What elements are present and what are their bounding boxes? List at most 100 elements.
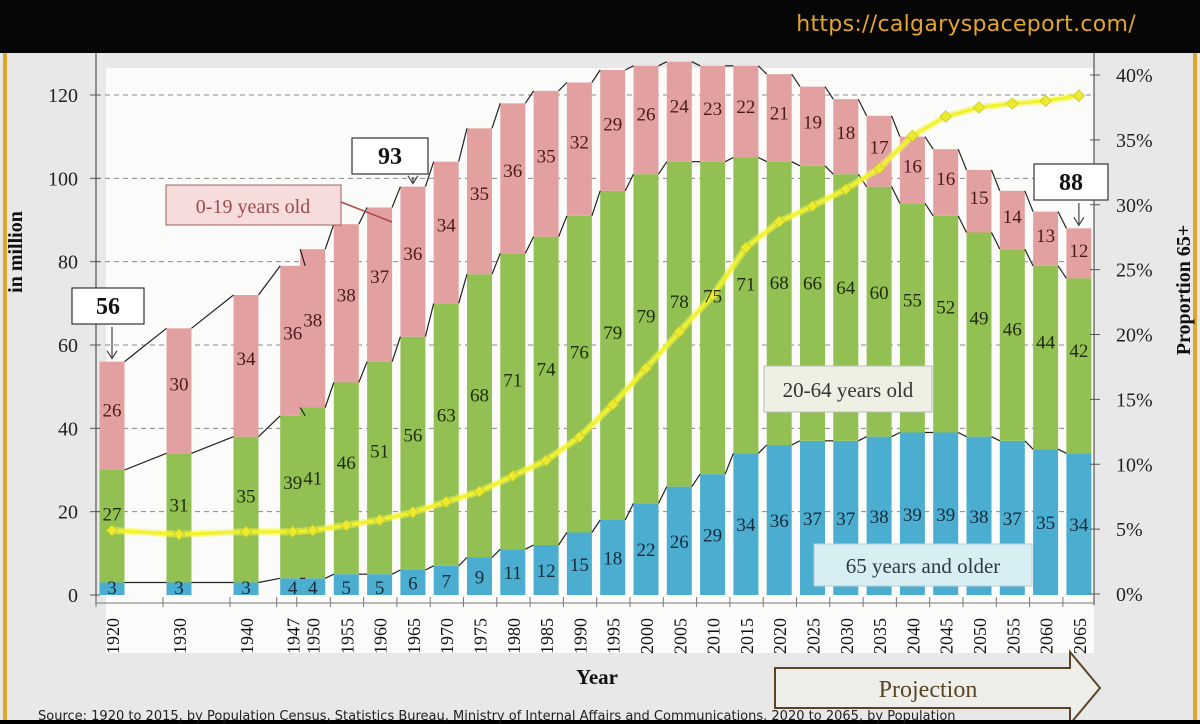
connector-line	[391, 186, 401, 208]
value-label: 49	[970, 308, 989, 329]
bar-20-64	[166, 453, 192, 583]
value-label: 52	[936, 297, 955, 318]
bar-65-plus	[433, 565, 459, 595]
bar-65-plus	[533, 545, 559, 595]
bar-0-19	[700, 65, 726, 162]
bar-20-64	[333, 382, 359, 575]
y2-tick-label: 15%	[1116, 389, 1153, 411]
value-label: 13	[1036, 226, 1055, 247]
connector-line	[990, 169, 1001, 192]
proportion-marker	[105, 524, 119, 537]
bar-65-plus	[1033, 449, 1059, 595]
value-label: 46	[1003, 319, 1022, 340]
x-tick-label: 1947	[284, 618, 304, 654]
connector-line	[391, 336, 401, 362]
connector-line	[258, 265, 281, 296]
bar-20-64	[1033, 265, 1059, 450]
value-label: 12	[537, 561, 556, 582]
value-label: 36	[403, 244, 422, 265]
connector-line	[924, 136, 934, 150]
connector-line	[624, 65, 634, 71]
bar-0-19	[633, 65, 659, 175]
bar-0-19	[1033, 211, 1059, 266]
value-label: 63	[437, 405, 456, 426]
connector-line	[1057, 211, 1067, 229]
connector-line	[424, 161, 435, 187]
proportion-marker	[739, 241, 753, 254]
connector-line	[491, 103, 501, 129]
proportion-marker	[906, 129, 919, 143]
connector-line	[891, 115, 901, 137]
legend-box-0-19	[165, 184, 342, 226]
bar-65-plus	[633, 503, 659, 595]
bar-0-19	[966, 170, 992, 233]
bar-0-19	[800, 86, 825, 166]
bar-20-64	[1066, 278, 1092, 454]
value-label: 38	[337, 285, 356, 306]
bar-0-19	[99, 361, 125, 470]
connector-line	[891, 431, 901, 438]
proportion-marker	[872, 162, 886, 175]
x-tick-label: 2010	[704, 618, 724, 654]
proportion-marker	[806, 199, 819, 213]
proportion-marker	[573, 430, 586, 444]
proportion-marker	[1072, 89, 1086, 102]
connector-line	[691, 61, 701, 67]
callout-arrowhead	[407, 175, 419, 185]
bar-20-64	[966, 232, 992, 437]
value-label: 38	[970, 507, 989, 528]
value-label: 41	[303, 468, 322, 489]
value-label: 37	[1003, 509, 1022, 530]
connector-line	[358, 207, 368, 225]
value-label: 34	[237, 349, 257, 370]
value-label: 68	[770, 273, 789, 294]
callout-label: 93	[378, 144, 402, 170]
value-label: 60	[870, 283, 889, 304]
connector-line	[524, 90, 535, 104]
value-label: 17	[870, 138, 889, 159]
value-label: 16	[936, 169, 955, 190]
callout-arrowhead	[106, 350, 118, 360]
value-label: 35	[237, 486, 256, 507]
connector-line	[957, 148, 968, 171]
bar-0-19	[833, 99, 859, 175]
bar-20-64	[733, 157, 759, 454]
value-label: 29	[703, 526, 722, 547]
x-tick-label: 1990	[570, 618, 590, 654]
connector-line	[1024, 190, 1034, 212]
value-label: 64	[836, 278, 856, 299]
value-label: 35	[1036, 513, 1055, 534]
connector-line	[424, 303, 435, 337]
y-tick-label: 60	[58, 335, 78, 357]
connector-line	[591, 69, 601, 83]
value-label: 22	[637, 540, 656, 561]
proportion-marker	[473, 485, 486, 498]
x-tick-label: 1965	[404, 618, 424, 654]
value-label: 76	[570, 342, 589, 363]
value-label: 36	[770, 511, 789, 532]
connector-line	[857, 98, 868, 117]
value-label: 39	[936, 505, 955, 526]
x-tick-label: 2035	[870, 618, 890, 654]
connector-line	[757, 65, 768, 75]
x-tick-label: 2030	[837, 618, 857, 654]
x-tick-label: 2015	[737, 618, 757, 654]
value-label: 26	[637, 105, 656, 126]
y-axis-title: in million	[5, 211, 27, 293]
proportion-marker	[972, 101, 986, 114]
connector-line	[258, 577, 281, 584]
x-tick-label: 1985	[537, 618, 557, 654]
connector-line	[858, 436, 867, 442]
proportion-line	[105, 89, 1086, 541]
value-label: 18	[836, 123, 855, 144]
watermark-url[interactable]: https://calgaryspaceport.com/	[796, 12, 1136, 37]
value-label: 9	[475, 567, 485, 588]
value-label: 3	[107, 578, 117, 599]
value-label: 4	[288, 578, 298, 599]
x-tick-label: 2040	[903, 618, 923, 654]
bar-0-19	[400, 186, 426, 337]
value-label: 31	[170, 495, 189, 516]
bar-20-64	[933, 215, 959, 433]
bar-65-plus	[400, 570, 426, 595]
proportion-marker	[286, 525, 299, 538]
